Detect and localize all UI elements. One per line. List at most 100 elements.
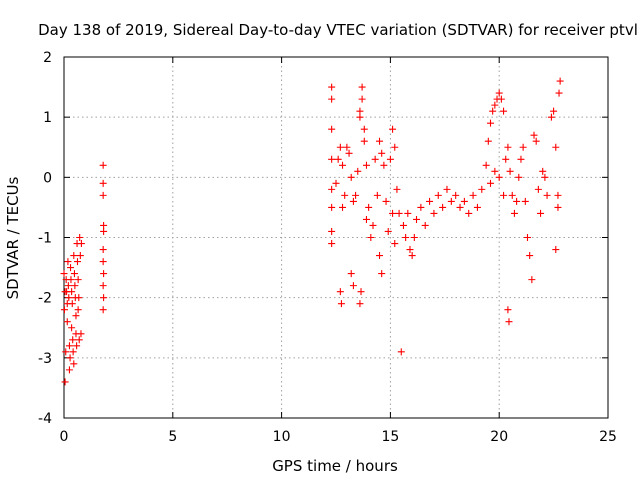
data-point xyxy=(63,318,71,326)
data-point xyxy=(341,191,349,199)
data-point xyxy=(393,185,401,193)
data-point xyxy=(456,203,464,211)
data-point xyxy=(70,360,78,368)
data-point xyxy=(552,246,560,254)
data-point xyxy=(469,191,477,199)
data-point xyxy=(434,191,442,199)
data-point xyxy=(337,300,345,308)
data-point xyxy=(380,161,388,169)
data-point xyxy=(465,209,473,217)
data-point xyxy=(369,221,377,229)
data-point xyxy=(486,179,494,187)
data-point xyxy=(60,306,68,314)
data-point xyxy=(386,155,394,163)
plot-frame xyxy=(63,56,609,419)
data-point xyxy=(489,107,497,115)
data-point xyxy=(349,197,357,205)
x-tick-label: 10 xyxy=(273,429,291,445)
x-axis-label: GPS time / hours xyxy=(272,457,398,475)
data-point xyxy=(395,209,403,217)
data-point xyxy=(358,83,366,91)
x-tick-label: 20 xyxy=(490,429,508,445)
data-point xyxy=(69,348,77,356)
data-point xyxy=(519,143,527,151)
data-point xyxy=(99,282,107,290)
data-point xyxy=(328,155,336,163)
data-point xyxy=(500,191,508,199)
data-point xyxy=(382,197,390,205)
data-point xyxy=(70,252,78,260)
x-tick-label: 0 xyxy=(60,429,69,445)
data-point xyxy=(484,137,492,145)
data-point xyxy=(99,258,107,266)
data-point xyxy=(417,203,425,211)
data-point xyxy=(74,306,82,314)
data-point xyxy=(537,209,545,217)
data-point xyxy=(554,191,562,199)
data-point xyxy=(460,197,468,205)
data-point xyxy=(508,191,516,199)
data-point xyxy=(426,197,434,205)
data-point xyxy=(526,252,534,260)
x-tick-label: 25 xyxy=(599,429,617,445)
data-point xyxy=(334,155,342,163)
data-point xyxy=(74,276,82,284)
data-point xyxy=(517,155,525,163)
data-point xyxy=(399,221,407,229)
chart-title: Day 138 of 2019, Sidereal Day-to-day VTE… xyxy=(38,21,638,39)
data-point xyxy=(65,294,73,302)
data-point xyxy=(71,282,79,290)
data-point xyxy=(328,240,336,248)
data-point xyxy=(64,258,72,266)
data-point xyxy=(356,107,364,115)
data-point xyxy=(539,167,547,175)
data-point xyxy=(73,258,81,266)
data-point xyxy=(357,288,365,296)
data-point xyxy=(347,270,355,278)
data-point xyxy=(64,282,72,290)
data-point xyxy=(439,203,447,211)
x-tick-label: 15 xyxy=(381,429,399,445)
data-point xyxy=(360,125,368,133)
data-point xyxy=(328,185,336,193)
data-point xyxy=(72,330,80,338)
data-point xyxy=(376,137,384,145)
data-point xyxy=(530,131,538,139)
y-tick-label: -4 xyxy=(38,411,52,427)
data-point xyxy=(478,185,486,193)
data-point xyxy=(505,318,513,326)
data-point xyxy=(504,143,512,151)
data-point xyxy=(65,366,73,374)
data-point xyxy=(421,221,429,229)
data-point xyxy=(384,227,392,235)
data-point xyxy=(406,246,414,254)
y-tick-label: -1 xyxy=(38,231,52,247)
data-point xyxy=(504,306,512,314)
data-point xyxy=(75,294,83,302)
data-point xyxy=(541,173,549,181)
data-point xyxy=(362,215,370,223)
data-point xyxy=(486,119,494,127)
data-point xyxy=(473,203,481,211)
data-point xyxy=(523,234,531,241)
data-point xyxy=(99,306,107,314)
data-point xyxy=(332,179,340,187)
data-point xyxy=(65,342,73,350)
data-point xyxy=(67,264,75,272)
data-point xyxy=(339,203,347,211)
data-point xyxy=(76,252,84,260)
data-point xyxy=(534,185,542,193)
data-point xyxy=(378,270,386,278)
data-point xyxy=(491,167,499,175)
data-point xyxy=(67,276,75,284)
data-point xyxy=(506,167,514,175)
data-point xyxy=(408,252,416,260)
data-point xyxy=(550,107,558,115)
data-point xyxy=(356,113,364,121)
data-point xyxy=(555,89,563,97)
data-point xyxy=(497,95,505,103)
data-point xyxy=(447,197,455,205)
data-point xyxy=(328,227,336,235)
data-point xyxy=(365,203,373,211)
data-point xyxy=(495,89,503,97)
